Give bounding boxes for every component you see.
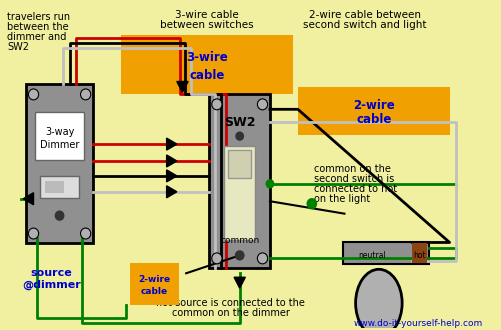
Bar bbox=[224, 146, 255, 241]
Ellipse shape bbox=[355, 269, 401, 330]
Text: travelers run: travelers run bbox=[8, 12, 71, 22]
Circle shape bbox=[55, 211, 64, 220]
Text: cable: cable bbox=[141, 287, 168, 296]
Text: 2-wire: 2-wire bbox=[352, 99, 394, 112]
Text: 2-wire: 2-wire bbox=[138, 275, 170, 284]
Bar bbox=[209, 94, 270, 268]
Polygon shape bbox=[166, 186, 176, 198]
Circle shape bbox=[29, 89, 39, 100]
Text: source: source bbox=[30, 268, 72, 278]
Polygon shape bbox=[23, 193, 34, 205]
Bar bbox=[411, 244, 426, 263]
Text: 2-wire cable between: 2-wire cable between bbox=[308, 10, 420, 20]
Text: between switches: between switches bbox=[159, 20, 253, 30]
Text: second switch is: second switch is bbox=[313, 174, 393, 184]
Text: connected to hot: connected to hot bbox=[313, 184, 396, 194]
Text: 3-wire: 3-wire bbox=[186, 51, 227, 64]
Bar bbox=[45, 181, 64, 193]
Polygon shape bbox=[166, 170, 176, 182]
Circle shape bbox=[29, 228, 39, 239]
Bar bbox=[26, 84, 93, 244]
Text: cable: cable bbox=[355, 114, 391, 126]
Circle shape bbox=[80, 89, 91, 100]
Text: @dimmer: @dimmer bbox=[22, 279, 81, 289]
Circle shape bbox=[211, 99, 221, 110]
Circle shape bbox=[257, 253, 267, 264]
Circle shape bbox=[235, 132, 243, 140]
Text: 3-wire cable: 3-wire cable bbox=[174, 10, 238, 20]
Circle shape bbox=[211, 253, 221, 264]
Text: SW2: SW2 bbox=[8, 42, 30, 52]
Circle shape bbox=[80, 228, 91, 239]
Polygon shape bbox=[166, 155, 176, 167]
Text: common on the dimmer: common on the dimmer bbox=[171, 308, 289, 318]
Bar bbox=[40, 176, 79, 198]
Polygon shape bbox=[233, 277, 245, 288]
Text: common: common bbox=[219, 236, 259, 245]
Bar bbox=[227, 150, 251, 178]
Text: 3-way: 3-way bbox=[45, 127, 74, 137]
Bar bbox=[121, 35, 293, 94]
Bar bbox=[343, 243, 428, 264]
Text: on the light: on the light bbox=[313, 194, 369, 204]
Text: SW2: SW2 bbox=[223, 116, 255, 129]
Circle shape bbox=[266, 180, 273, 188]
Bar bbox=[297, 87, 449, 135]
Text: cable: cable bbox=[189, 69, 224, 82]
Bar bbox=[130, 263, 178, 305]
Text: dimmer and: dimmer and bbox=[8, 32, 67, 42]
Text: www.do-it-yourself-help.com: www.do-it-yourself-help.com bbox=[353, 319, 482, 328]
Text: hot: hot bbox=[413, 251, 425, 260]
Bar bbox=[35, 112, 84, 160]
Polygon shape bbox=[166, 138, 176, 150]
Text: Dimmer: Dimmer bbox=[40, 140, 79, 150]
Text: common on the: common on the bbox=[313, 164, 390, 174]
Circle shape bbox=[257, 99, 267, 110]
Circle shape bbox=[235, 251, 243, 260]
Text: neutral: neutral bbox=[358, 251, 385, 260]
Text: hot source is connected to the: hot source is connected to the bbox=[156, 298, 305, 308]
Circle shape bbox=[307, 199, 316, 209]
Text: second switch and light: second switch and light bbox=[303, 20, 426, 30]
Polygon shape bbox=[176, 82, 188, 92]
Text: between the: between the bbox=[8, 22, 69, 32]
